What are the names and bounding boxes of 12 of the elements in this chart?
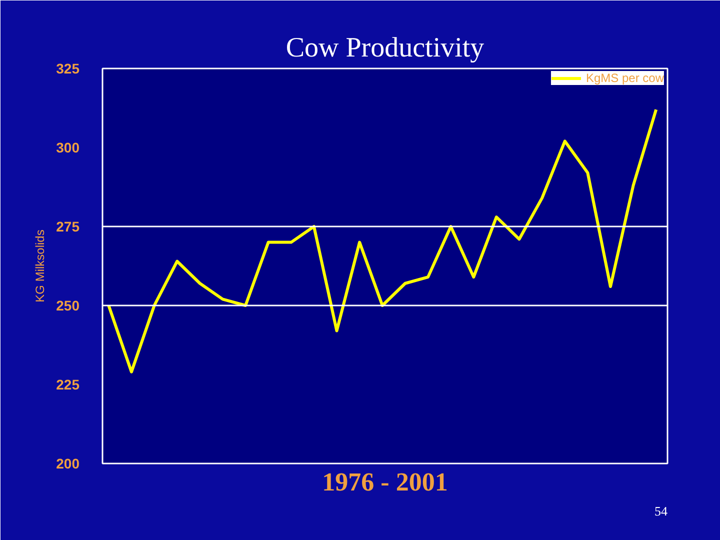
y-tick-label: 250 bbox=[56, 298, 80, 314]
legend-label: KgMS per cow bbox=[586, 71, 664, 85]
y-tick-label: 200 bbox=[56, 456, 80, 472]
y-tick-label: 325 bbox=[56, 60, 80, 76]
y-tick-label: 300 bbox=[56, 140, 80, 156]
y-axis-title: KG Milksolids bbox=[33, 230, 48, 302]
y-tick-label: 225 bbox=[56, 376, 80, 392]
line-series bbox=[107, 108, 658, 374]
text: 54 bbox=[654, 504, 668, 518]
x-axis-title: 1976 - 2001 bbox=[322, 468, 448, 496]
y-tick-label: 275 bbox=[56, 218, 80, 234]
chart-title: Cow Productivity bbox=[286, 32, 484, 64]
